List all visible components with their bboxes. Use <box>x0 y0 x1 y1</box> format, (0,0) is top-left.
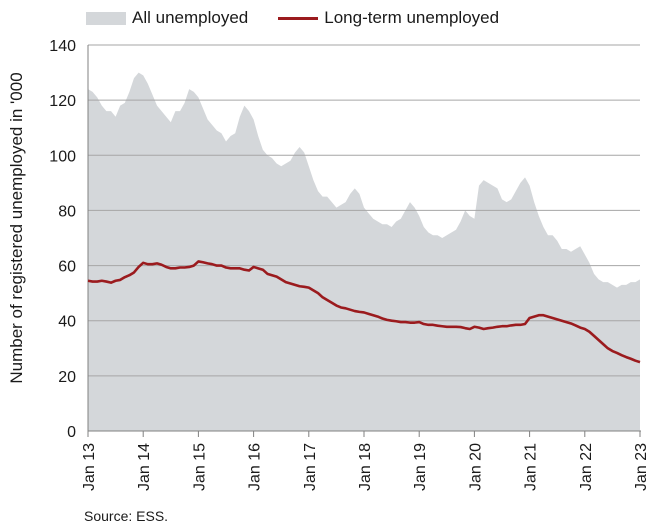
x-tick-label-2014: Jan 14 <box>136 443 153 491</box>
y-tick-label-60: 60 <box>58 259 76 276</box>
series-area-all-unemployed <box>88 72 640 431</box>
legend: All unemployed Long-term unemployed <box>86 6 529 30</box>
legend-label-long-term: Long-term unemployed <box>324 8 500 27</box>
x-tick-label-2022: Jan 22 <box>578 443 595 491</box>
x-tick-label-2017: Jan 17 <box>302 443 319 491</box>
x-tick-label-2020: Jan 20 <box>467 443 484 491</box>
x-tick-label-2015: Jan 15 <box>191 443 208 491</box>
x-tick-label-2018: Jan 18 <box>357 443 374 491</box>
y-axis-label: Number of registered unemployed in '000 <box>7 72 26 383</box>
legend-item-long-term: Long-term unemployed <box>278 8 499 28</box>
y-tick-label-20: 20 <box>58 369 76 386</box>
y-tick-label-100: 100 <box>49 148 76 165</box>
legend-swatch-line <box>278 16 319 20</box>
x-tick-label-2021: Jan 21 <box>523 443 540 491</box>
legend-swatch-area <box>86 11 126 25</box>
y-tick-label-120: 120 <box>49 93 76 110</box>
y-tick-label-140: 140 <box>49 38 76 55</box>
x-tick-label-2013: Jan 13 <box>81 443 98 491</box>
y-tick-label-0: 0 <box>67 424 76 441</box>
legend-item-all-unemployed: All unemployed <box>86 8 248 28</box>
series-line-long-term-unemployed <box>87 260 641 364</box>
x-tick-label-2023: Jan 23 <box>633 443 650 491</box>
x-tick-label-2016: Jan 16 <box>247 443 264 491</box>
y-tick-label-40: 40 <box>58 314 76 331</box>
y-tick-label-80: 80 <box>58 203 76 220</box>
legend-label-all-unemployed: All unemployed <box>132 8 249 27</box>
source-note: Source: ESS. <box>84 508 169 524</box>
x-tick-label-2019: Jan 19 <box>412 443 429 491</box>
